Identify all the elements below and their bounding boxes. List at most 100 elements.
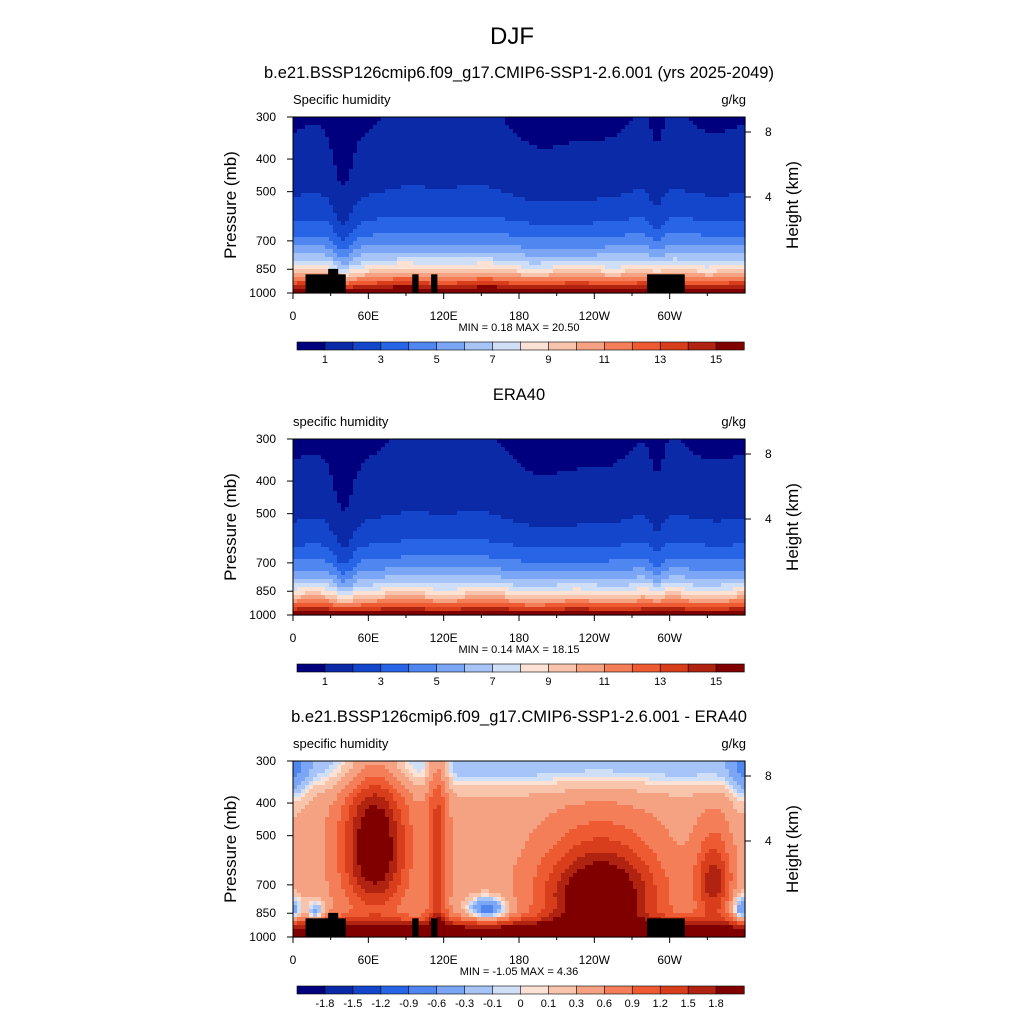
y-tick-label: 400 (256, 152, 276, 166)
colorbar-box (408, 663, 438, 673)
colorbar-box (631, 985, 661, 995)
colorbar-box (715, 985, 745, 995)
x-tick-label: 60W (657, 953, 682, 967)
colorbar-label: 0.1 (541, 998, 556, 1010)
y-right-tick-label: 8 (765, 769, 772, 783)
y-tick-label: 850 (256, 906, 276, 920)
y-right-tick-label: 8 (765, 125, 772, 139)
panel-2 (287, 438, 751, 673)
colorbar-label: 1.5 (680, 998, 695, 1010)
colorbar-label: 9 (545, 354, 551, 366)
colorbar-label: 1 (322, 354, 328, 366)
colorbar-box (715, 663, 745, 673)
x-tick-label: 120W (579, 631, 611, 645)
colorbar-label: 0.6 (597, 998, 612, 1010)
colorbar-label: -1.2 (371, 998, 390, 1010)
y-tick-label: 700 (256, 878, 276, 892)
colorbar-label: 15 (710, 676, 722, 688)
colorbar-box (492, 985, 522, 995)
colorbar-box (352, 663, 382, 673)
colorbar-box (408, 985, 438, 995)
y-tick-label: 1000 (249, 286, 276, 300)
colorbar-box (548, 341, 577, 351)
colorbar-label: 11 (599, 354, 610, 366)
colorbar-box (380, 985, 410, 995)
colorbar-box (548, 985, 577, 995)
colorbar-label: 0 (517, 998, 523, 1010)
colorbar-label: -0.9 (399, 998, 418, 1010)
colorbar-box (492, 341, 522, 351)
colorbar-box (520, 341, 550, 351)
terrain-mask (647, 918, 685, 937)
y-tick-label: 400 (256, 474, 276, 488)
variable-label: specific humidity (293, 736, 389, 751)
y-right-tick-label: 4 (765, 190, 772, 204)
x-tick-label: 120E (430, 309, 458, 323)
colorbar-box (576, 985, 605, 995)
terrain-mask (328, 268, 339, 293)
colorbar-box (324, 341, 354, 351)
colorbar-label: 7 (490, 676, 496, 688)
colorbar-label: -1.5 (343, 998, 362, 1010)
colorbar-label: 13 (654, 354, 666, 366)
x-tick-label: 60W (657, 631, 682, 645)
panel-title: ERA40 (493, 386, 545, 404)
colorbar-label: 1.2 (653, 998, 668, 1010)
colorbar-box (604, 663, 633, 673)
colorbar-box (296, 985, 326, 995)
colorbar-label: -1.8 (315, 998, 334, 1010)
terrain-mask (305, 918, 346, 937)
colorbar-label: 9 (545, 676, 551, 688)
y-tick-label: 850 (256, 584, 276, 598)
x-tick-label: 180 (509, 309, 529, 323)
colorbar-box (548, 663, 577, 673)
y-right-axis-title: Height (km) (783, 483, 802, 571)
colorbar-box (324, 985, 354, 995)
colorbar-box (687, 985, 717, 995)
colorbar-box (604, 341, 633, 351)
y-axis-title: Pressure (mb) (221, 151, 240, 259)
terrain-mask (412, 274, 419, 293)
y-tick-label: 300 (256, 754, 276, 768)
x-tick-label: 180 (509, 953, 529, 967)
y-tick-label: 700 (256, 234, 276, 248)
figure-title: DJF (490, 23, 534, 50)
x-tick-label: 60E (358, 953, 379, 967)
variable-label: specific humidity (293, 414, 389, 429)
colorbar-label: 13 (654, 676, 666, 688)
colorbar-label: -0.3 (455, 998, 474, 1010)
colorbar-box (631, 341, 661, 351)
terrain-mask (431, 274, 438, 293)
y-tick-label: 850 (256, 262, 276, 276)
y-right-tick-label: 4 (765, 834, 772, 848)
colorbar-label: 5 (434, 676, 440, 688)
colorbar-box (659, 663, 689, 673)
y-right-axis-title: Height (km) (783, 805, 802, 893)
colorbar-label: 15 (710, 354, 722, 366)
colorbar-box (352, 341, 382, 351)
x-tick-label: 120E (430, 631, 458, 645)
terrain-mask (412, 918, 419, 937)
colorbar-label: 1.8 (708, 998, 723, 1010)
y-axis-title: Pressure (mb) (221, 473, 240, 581)
contour-field (293, 761, 746, 938)
x-tick-label: 0 (290, 309, 297, 323)
terrain-mask (431, 918, 438, 937)
colorbar-label: 11 (599, 676, 610, 688)
colorbar (296, 985, 745, 995)
y-tick-label: 300 (256, 110, 276, 124)
colorbar-box (436, 341, 466, 351)
colorbar-box (352, 985, 382, 995)
panel-title: b.e21.BSSP126cmip6.f09_g17.CMIP6-SSP1-2.… (264, 64, 774, 82)
colorbar (296, 663, 745, 673)
variable-label: Specific humidity (293, 92, 391, 107)
units-label: g/kg (721, 92, 746, 107)
y-tick-label: 1000 (249, 930, 276, 944)
y-tick-label: 1000 (249, 608, 276, 622)
colorbar-label: -0.1 (483, 998, 502, 1010)
colorbar-box (576, 341, 605, 351)
colorbar-label: 1 (322, 676, 328, 688)
colorbar-box (604, 985, 633, 995)
colorbar-box (436, 985, 466, 995)
